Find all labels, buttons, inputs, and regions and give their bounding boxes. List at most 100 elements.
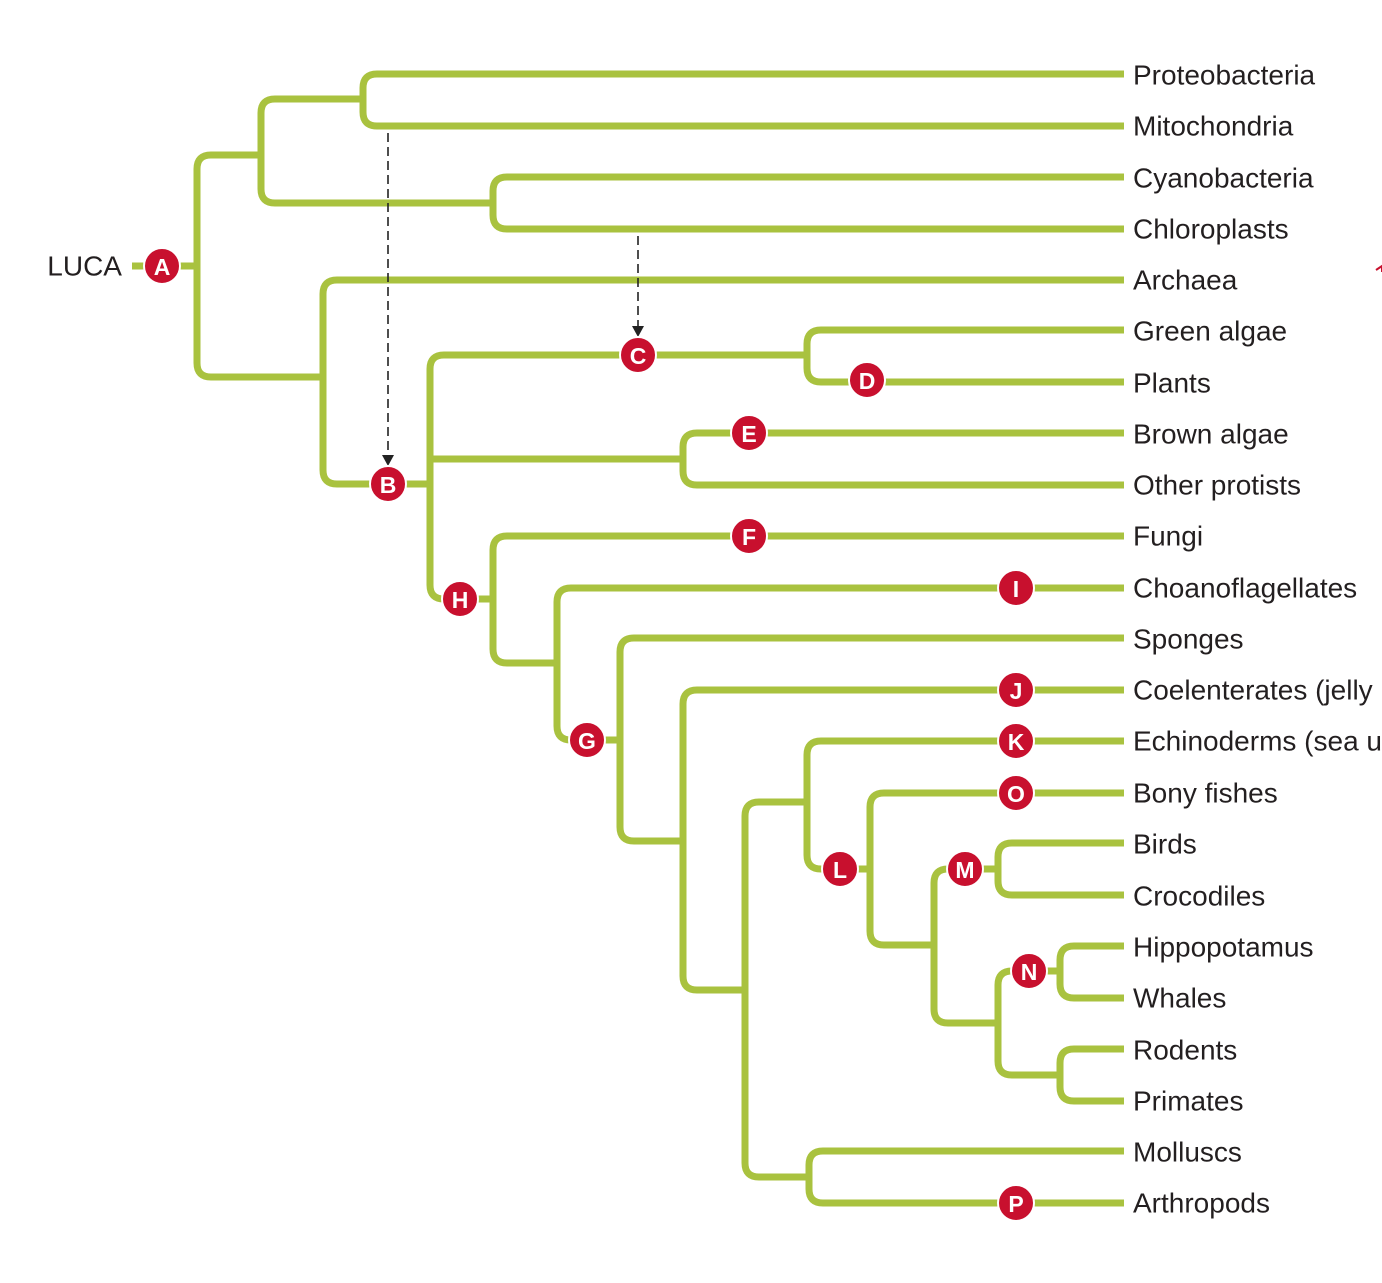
taxon-label: Primates (1133, 1086, 1243, 1117)
root-label: LUCA (47, 251, 122, 282)
branch-opisthokonts (489, 532, 1124, 667)
node-circle (1010, 952, 1048, 990)
branch-brownalgae-protists (679, 429, 1124, 489)
node-circle (730, 517, 768, 555)
taxon-label: Choanoflagellates (1133, 573, 1357, 604)
node-circle (997, 722, 1035, 760)
branch-molluscs-arthropods (805, 1147, 1124, 1207)
node-letter: J (1010, 678, 1023, 704)
cropped-edge-mark (1375, 264, 1382, 272)
node-circle (441, 580, 479, 618)
taxon-label: Fungi (1133, 521, 1203, 552)
branch-holozoa (553, 584, 1124, 744)
branch-vertebrates (866, 789, 1124, 949)
mitochondria-transfer-arrowhead (382, 455, 394, 466)
node-circle (821, 850, 859, 888)
taxon-label: Arthropods (1133, 1188, 1270, 1219)
node-marker-j: J (997, 671, 1035, 709)
node-letter: F (742, 524, 756, 550)
branch-proteo-mito (359, 70, 1124, 130)
node-circle (619, 336, 657, 374)
node-circle (946, 850, 984, 888)
taxon-label: Plants (1133, 368, 1211, 399)
taxon-label: Mitochondria (1133, 111, 1294, 142)
branch-mammals (994, 967, 1060, 1079)
taxon-label: Archaea (1133, 265, 1238, 296)
branch-bacteria-clade (193, 151, 323, 381)
node-circle (143, 247, 181, 285)
branch-eukarya (426, 351, 807, 603)
node-marker-k: K (997, 722, 1035, 760)
node-letter: G (578, 728, 596, 754)
taxon-label: Rodents (1133, 1035, 1237, 1066)
branch-greenalgae-plants (803, 326, 1124, 386)
node-circle (997, 671, 1035, 709)
taxon-label: Molluscs (1133, 1137, 1242, 1168)
branch-amniotes (930, 865, 998, 1027)
branch-deuterostomes (803, 737, 1124, 873)
branch-proteo-cyano (257, 95, 493, 207)
node-marker-n: N (1010, 952, 1048, 990)
node-letter: D (859, 368, 876, 394)
node-circle (730, 414, 768, 452)
node-markers: A B C D E F G H I JK L M N O P (143, 247, 1048, 1222)
taxon-label: Hippopotamus (1133, 932, 1314, 963)
node-letter: K (1008, 729, 1025, 755)
node-letter: I (1013, 576, 1019, 602)
tree-branches (132, 70, 1124, 1207)
node-letter: P (1008, 1191, 1023, 1217)
node-letter: B (380, 472, 397, 498)
node-letter: C (630, 343, 647, 369)
node-marker-m: M (946, 850, 984, 888)
node-marker-h: H (441, 580, 479, 618)
taxon-label: Proteobacteria (1133, 60, 1316, 91)
node-letter: E (741, 421, 756, 447)
taxon-labels: Proteobacteria Mitochondria Cyanobacteria C… (1133, 60, 1382, 1219)
node-marker-o: O (997, 774, 1035, 812)
branch-animals (616, 634, 1124, 845)
node-letter: N (1021, 959, 1038, 985)
taxon-label: Brown algae (1133, 419, 1289, 450)
taxon-label: Whales (1133, 983, 1226, 1014)
node-marker-b: B (369, 465, 407, 503)
chloroplast-transfer-arrowhead (632, 326, 644, 337)
branch-eumetazoa (679, 686, 1124, 994)
node-letter: H (452, 587, 469, 613)
node-circle (997, 1184, 1035, 1222)
taxon-label: Coelenterates (jelly (1133, 675, 1373, 706)
taxon-label: Birds (1133, 829, 1197, 860)
node-circle (568, 721, 606, 759)
transfer-arrows (382, 133, 644, 466)
node-marker-a: A (143, 247, 181, 285)
node-letter: O (1007, 781, 1025, 807)
node-circle (997, 569, 1035, 607)
node-marker-g: G (568, 721, 606, 759)
taxon-label: Green algae (1133, 316, 1287, 347)
node-marker-c: C (619, 336, 657, 374)
node-letter: A (154, 254, 171, 280)
taxon-label: Cyanobacteria (1133, 163, 1314, 194)
branch-hippo-whales (1056, 942, 1124, 1002)
node-marker-p: P (997, 1184, 1035, 1222)
taxon-label: Chloroplasts (1133, 214, 1289, 245)
node-marker-e: E (730, 414, 768, 452)
node-letter: M (955, 857, 974, 883)
taxon-label: Crocodiles (1133, 881, 1265, 912)
node-letter: L (833, 857, 847, 883)
node-circle (997, 774, 1035, 812)
node-marker-i: I (997, 569, 1035, 607)
branch-archaea-eukarya (319, 276, 1124, 488)
node-marker-d: D (848, 361, 886, 399)
branch-birds-crocs (994, 839, 1124, 899)
taxon-label: Bony fishes (1133, 778, 1278, 809)
taxon-label: Echinoderms (sea u (1133, 726, 1382, 757)
node-marker-l: L (821, 850, 859, 888)
branch-cyano-chloro (489, 173, 1124, 233)
node-circle (369, 465, 407, 503)
branch-bilateria (741, 798, 809, 1181)
branch-rodents-primates (1056, 1045, 1124, 1105)
taxon-label: Other protists (1133, 470, 1301, 501)
taxon-label: Sponges (1133, 624, 1244, 655)
node-circle (848, 361, 886, 399)
